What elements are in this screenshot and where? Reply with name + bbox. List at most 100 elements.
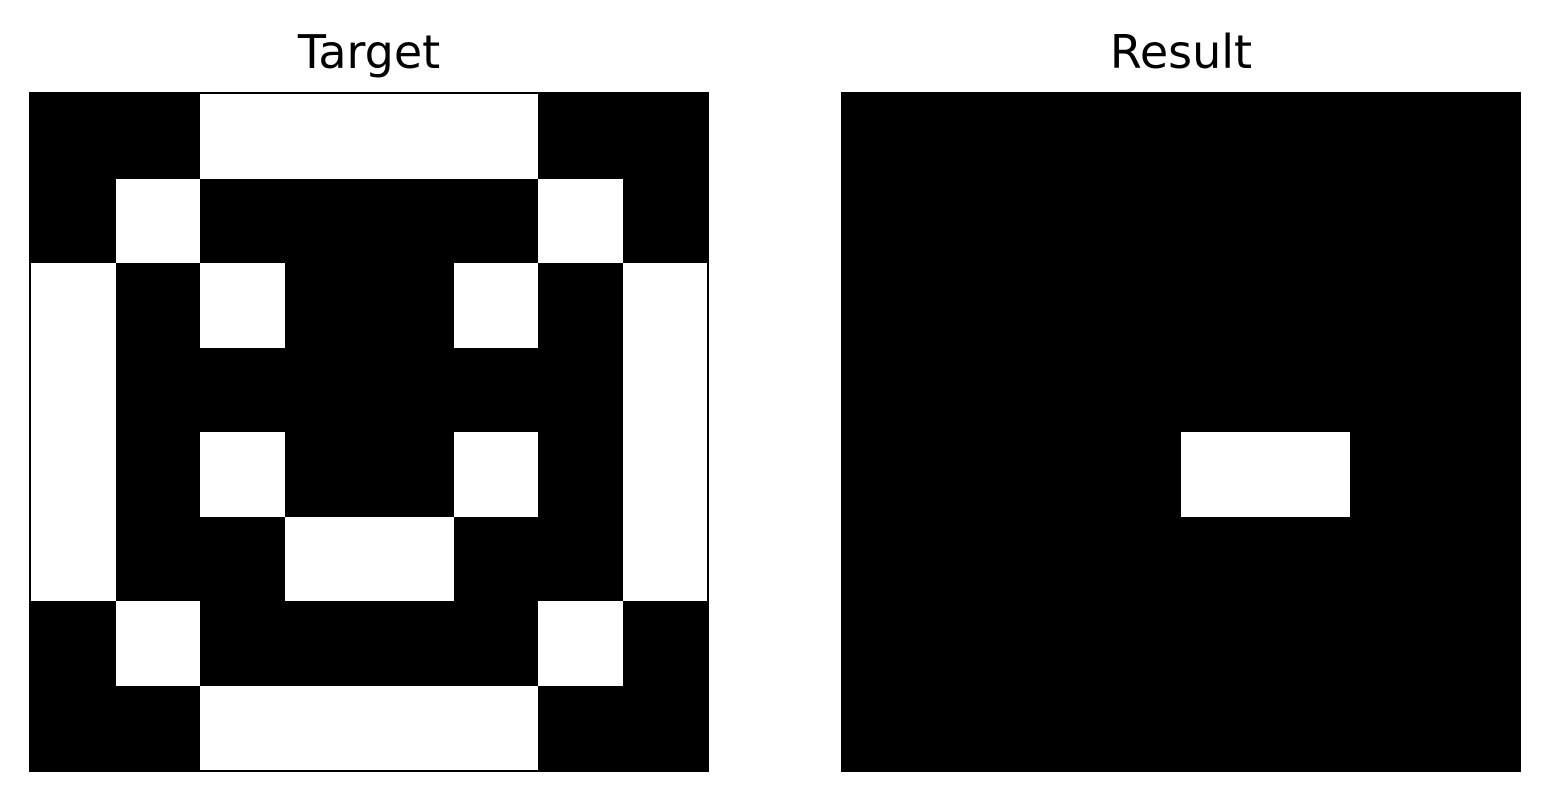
target-cell-4-1 [115,432,200,517]
target-cell-2-0 [31,263,116,348]
result-cell-4-4 [1181,432,1266,517]
target-cell-7-0 [31,685,116,770]
result-cell-4-6 [1350,432,1435,517]
result-cell-6-2 [1012,601,1097,686]
result-cell-7-4 [1181,685,1266,770]
result-cell-5-0 [843,516,928,601]
result-cell-5-3 [1096,516,1181,601]
result-cell-5-5 [1265,516,1350,601]
target-cell-1-1 [115,178,200,263]
result-cell-0-2 [1012,94,1097,179]
result-grid [841,92,1521,772]
result-cell-7-7 [1434,685,1519,770]
result-cell-4-5 [1265,432,1350,517]
target-cell-1-3 [284,178,369,263]
result-cell-6-3 [1096,601,1181,686]
target-cell-4-3 [284,432,369,517]
result-cell-0-1 [927,94,1012,179]
target-cell-7-7 [622,685,707,770]
result-cell-1-7 [1434,178,1519,263]
target-cell-3-7 [622,347,707,432]
target-cell-1-0 [31,178,116,263]
target-cell-1-2 [200,178,285,263]
target-cell-5-5 [453,516,538,601]
target-cell-6-2 [200,601,285,686]
result-cell-6-1 [927,601,1012,686]
target-cell-0-0 [31,94,116,179]
target-cell-4-5 [453,432,538,517]
result-title: Result [1109,25,1253,79]
result-cell-2-0 [843,263,928,348]
result-cell-3-3 [1096,347,1181,432]
target-cell-1-4 [369,178,454,263]
result-cell-3-1 [927,347,1012,432]
target-cell-6-3 [284,601,369,686]
target-cell-6-5 [453,601,538,686]
result-cell-0-4 [1181,94,1266,179]
result-cell-0-0 [843,94,928,179]
target-cell-2-6 [538,263,623,348]
result-cell-4-1 [927,432,1012,517]
result-cell-3-7 [1434,347,1519,432]
target-cell-3-5 [453,347,538,432]
target-cell-5-2 [200,516,285,601]
target-cell-3-3 [284,347,369,432]
result-cell-5-1 [927,516,1012,601]
target-cell-0-3 [284,94,369,179]
result-cell-3-2 [1012,347,1097,432]
target-cell-5-6 [538,516,623,601]
result-cell-1-4 [1181,178,1266,263]
target-cell-0-5 [453,94,538,179]
target-cell-1-5 [453,178,538,263]
target-cell-0-2 [200,94,285,179]
target-cell-4-6 [538,432,623,517]
result-cell-2-2 [1012,263,1097,348]
result-cell-6-0 [843,601,928,686]
result-cell-3-6 [1350,347,1435,432]
target-cell-2-7 [622,263,707,348]
result-cell-2-7 [1434,263,1519,348]
target-cell-4-0 [31,432,116,517]
result-cell-7-1 [927,685,1012,770]
result-cell-0-3 [1096,94,1181,179]
target-cell-4-2 [200,432,285,517]
result-cell-7-0 [843,685,928,770]
result-cell-2-3 [1096,263,1181,348]
result-cell-6-6 [1350,601,1435,686]
target-cell-4-4 [369,432,454,517]
target-cell-5-7 [622,516,707,601]
target-cell-2-1 [115,263,200,348]
target-cell-6-4 [369,601,454,686]
result-cell-4-7 [1434,432,1519,517]
result-cell-7-6 [1350,685,1435,770]
target-cell-7-1 [115,685,200,770]
target-cell-7-3 [284,685,369,770]
target-cell-7-4 [369,685,454,770]
target-cell-1-6 [538,178,623,263]
result-cell-2-4 [1181,263,1266,348]
result-cell-0-5 [1265,94,1350,179]
result-cell-1-1 [927,178,1012,263]
target-cell-0-6 [538,94,623,179]
result-cell-4-0 [843,432,928,517]
target-cell-4-7 [622,432,707,517]
target-cell-0-1 [115,94,200,179]
result-cell-1-3 [1096,178,1181,263]
target-cell-1-7 [622,178,707,263]
target-cell-2-5 [453,263,538,348]
result-cell-1-2 [1012,178,1097,263]
result-cell-0-7 [1434,94,1519,179]
result-cell-2-6 [1350,263,1435,348]
target-cell-2-4 [369,263,454,348]
target-cell-6-7 [622,601,707,686]
result-cell-6-7 [1434,601,1519,686]
target-cell-7-5 [453,685,538,770]
target-cell-6-1 [115,601,200,686]
target-cell-0-7 [622,94,707,179]
target-cell-0-4 [369,94,454,179]
target-cell-3-0 [31,347,116,432]
target-cell-6-0 [31,601,116,686]
result-cell-4-3 [1096,432,1181,517]
target-cell-3-2 [200,347,285,432]
target-title: Target [297,25,441,79]
